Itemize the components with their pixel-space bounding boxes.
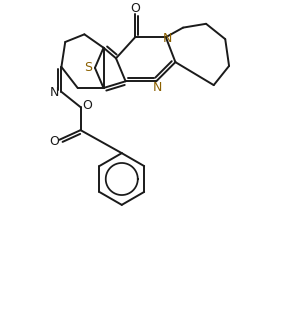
Text: O: O [49,135,59,148]
Text: N: N [163,32,172,45]
Text: O: O [130,2,140,15]
Text: N: N [50,86,59,99]
Text: N: N [153,82,162,95]
Text: S: S [84,61,92,74]
Text: O: O [82,99,92,112]
